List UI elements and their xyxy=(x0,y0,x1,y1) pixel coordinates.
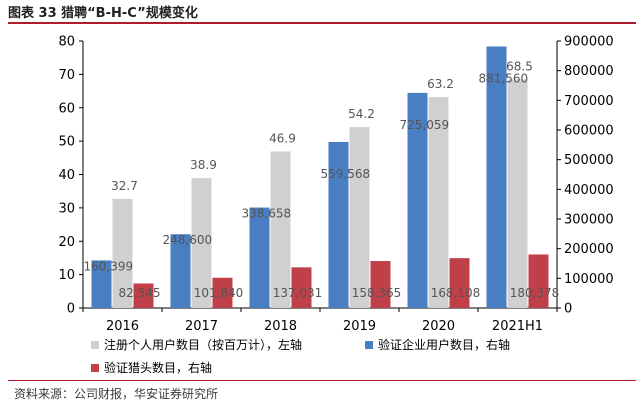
data-label-enterprise: 559,568 xyxy=(321,167,371,181)
bar-headhunters xyxy=(291,267,312,308)
bar-enterprise-users xyxy=(328,141,349,308)
legend-label: 验证猎头数目，右轴 xyxy=(104,360,212,375)
y-right-tick-label: 900000 xyxy=(564,35,614,50)
y-right-tick-label: 200000 xyxy=(564,242,614,257)
bar-registered-users xyxy=(270,151,291,308)
figure-title: 图表 33 猎聘“B-H-C”规模变化 xyxy=(8,6,198,21)
data-label-registered: 68.5 xyxy=(506,59,533,73)
data-label-enterprise: 160,399 xyxy=(84,259,134,273)
bar-chart: 0 10 20 30 40 50 60 70 80 0 100000 200000 300000 4000… xyxy=(58,35,614,376)
bar-enterprise-users xyxy=(170,234,191,308)
bar-enterprise-users xyxy=(486,46,507,309)
y-left-tick-label: 0 xyxy=(67,302,75,317)
y-left-tick-label: 30 xyxy=(58,201,75,216)
bar-headhunters xyxy=(370,261,391,308)
bar-headhunters xyxy=(133,283,154,308)
data-label-enterprise: 881,560 xyxy=(479,71,529,85)
legend-label: 验证企业用户数目，右轴 xyxy=(378,337,510,352)
data-label-registered: 38.9 xyxy=(190,158,217,172)
bar-registered-users xyxy=(507,79,528,308)
x-tick-label: 2021H1 xyxy=(492,319,543,334)
data-label-enterprise: 338,658 xyxy=(242,207,292,221)
data-label-registered: 46.9 xyxy=(269,131,296,145)
data-label-headhunters: 158,365 xyxy=(352,286,402,300)
y-right-tick-label: 400000 xyxy=(564,183,614,198)
data-label-headhunters: 137,031 xyxy=(273,286,323,300)
data-label-registered: 63.2 xyxy=(427,77,454,91)
data-label-headhunters: 82,545 xyxy=(119,286,161,300)
x-tick-label: 2017 xyxy=(185,319,218,334)
data-label-headhunters: 101,840 xyxy=(194,286,244,300)
y-right-tick-label: 100000 xyxy=(564,272,614,287)
bar-headhunters xyxy=(528,254,549,308)
y-left-tick-label: 80 xyxy=(58,35,75,50)
y-right-tick-label: 300000 xyxy=(564,213,614,228)
legend-swatch xyxy=(91,364,99,372)
data-label-enterprise: 248,600 xyxy=(163,233,213,247)
bar-headhunters xyxy=(449,258,470,308)
title-rule xyxy=(8,22,636,24)
source-note: 资料来源：公司财报，华安证券研究所 xyxy=(14,387,219,401)
x-tick-label: 2020 xyxy=(422,319,455,334)
x-tick-label: 2016 xyxy=(106,319,139,334)
x-tick-label: 2018 xyxy=(264,319,297,334)
bar-registered-users xyxy=(191,178,212,308)
data-label-enterprise: 725,059 xyxy=(400,118,450,132)
data-label-registered: 32.7 xyxy=(111,179,138,193)
bar-registered-users xyxy=(349,127,370,308)
legend-label: 注册个人用户数目（按百万计），左轴 xyxy=(104,337,302,352)
bar-headhunters xyxy=(212,277,233,308)
legend-swatch xyxy=(91,341,99,349)
bar-enterprise-users xyxy=(407,92,428,308)
data-label-registered: 54.2 xyxy=(348,107,375,121)
bar-enterprise-users xyxy=(249,207,270,308)
y-left-tick-label: 70 xyxy=(58,68,75,83)
bar-registered-users xyxy=(112,198,133,308)
bar-enterprise-users xyxy=(91,260,112,308)
y-left-tick-label: 50 xyxy=(58,135,75,150)
data-label-headhunters: 168,108 xyxy=(431,286,481,300)
y-right-tick-label: 500000 xyxy=(564,153,614,168)
x-tick-label: 2019 xyxy=(343,319,376,334)
y-left-tick-label: 20 xyxy=(58,235,75,250)
legend-swatch xyxy=(365,341,373,349)
y-right-tick-label: 0 xyxy=(564,302,572,317)
y-left-tick-label: 10 xyxy=(58,268,75,283)
y-right-tick-label: 600000 xyxy=(564,124,614,139)
y-right-tick-label: 700000 xyxy=(564,94,614,109)
y-left-tick-label: 40 xyxy=(58,168,75,183)
y-left-tick-label: 60 xyxy=(58,101,75,116)
footer-rule xyxy=(8,380,636,381)
data-label-headhunters: 180,378 xyxy=(510,286,560,300)
y-right-tick-label: 800000 xyxy=(564,64,614,79)
bar-registered-users xyxy=(428,97,449,308)
